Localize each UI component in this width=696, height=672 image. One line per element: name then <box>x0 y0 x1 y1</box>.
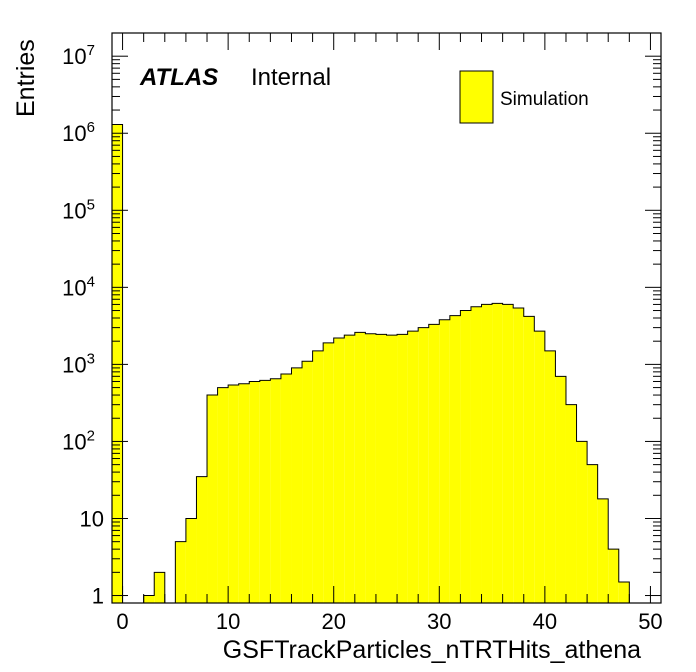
histogram-bar <box>513 307 524 603</box>
histogram-bar <box>291 367 303 603</box>
x-tick-labels: 0 10 20 30 40 50 <box>116 609 662 634</box>
histogram-bar <box>185 518 197 603</box>
histogram-bar <box>375 334 387 603</box>
legend-label: Simulation <box>500 89 589 110</box>
histogram-bar <box>576 441 588 603</box>
x-tick-label: 10 <box>216 609 240 634</box>
histogram-bar <box>259 380 271 603</box>
histogram-bar <box>587 464 598 603</box>
histogram-bar <box>196 476 208 603</box>
x-tick-label: 20 <box>321 609 345 634</box>
y-tick-label: 107 <box>62 42 95 69</box>
histogram-bar <box>534 331 545 603</box>
y-tick-labels: 1 10 102 103 104 105 106 107 <box>62 42 104 608</box>
histogram-bar <box>344 335 355 603</box>
histogram-bar <box>333 338 345 603</box>
histogram-bar <box>365 333 376 603</box>
histogram-bar <box>354 332 366 603</box>
x-tick-label: 50 <box>638 609 662 634</box>
histogram-bar <box>439 319 450 603</box>
y-tick-label: 105 <box>62 196 95 223</box>
histogram-bar <box>397 334 408 603</box>
histogram-bar <box>418 327 429 603</box>
histogram-bar <box>492 303 503 603</box>
histogram-bar <box>565 404 577 603</box>
histogram-bar <box>597 498 609 603</box>
y-tick-label: 10 <box>80 506 104 531</box>
histogram-bar <box>460 310 471 603</box>
histogram-bar <box>249 381 260 603</box>
histogram-bar <box>555 376 566 603</box>
legend-swatch <box>459 70 494 124</box>
histogram-bar <box>323 342 334 603</box>
histogram-bar <box>238 383 250 603</box>
internal-label: Internal <box>251 64 331 91</box>
histogram-bar <box>502 304 514 603</box>
histogram-bar <box>407 331 419 603</box>
legend: Simulation <box>459 70 589 124</box>
histogram-bar <box>544 350 556 603</box>
histogram-bar <box>618 581 630 603</box>
axis-ticks <box>112 32 661 603</box>
histogram-bars <box>112 124 630 603</box>
y-tick-label: 103 <box>62 350 95 377</box>
y-tick-label: 1 <box>92 584 104 609</box>
histogram-bar <box>470 306 482 603</box>
histogram-bar <box>523 316 535 603</box>
histogram-bar <box>154 572 165 603</box>
atlas-label: ATLAS <box>139 64 218 91</box>
histogram-bar <box>428 324 440 603</box>
x-tick-label: 30 <box>427 609 451 634</box>
histogram-bar <box>270 378 281 603</box>
histogram-bar <box>481 304 493 603</box>
histogram-bar <box>312 350 324 603</box>
y-axis-title: Entries <box>12 39 40 117</box>
histogram-bar <box>228 385 239 603</box>
y-tick-label: 106 <box>62 119 95 146</box>
histogram-bar <box>449 315 461 603</box>
histogram-bar <box>302 361 313 603</box>
histogram-bar <box>143 595 155 603</box>
histogram-bar <box>608 549 619 603</box>
histogram-bar <box>175 541 186 603</box>
x-axis-title: GSFTrackParticles_nTRTHits_athena <box>223 636 641 664</box>
x-tick-label: 0 <box>116 609 128 634</box>
histogram-bar <box>207 395 218 603</box>
histogram-bar <box>217 387 229 603</box>
histogram-bar <box>386 335 398 603</box>
histogram-bar <box>112 124 123 603</box>
y-tick-label: 104 <box>62 273 95 300</box>
y-tick-label: 102 <box>62 427 95 454</box>
x-tick-label: 40 <box>533 609 557 634</box>
histogram-bar <box>280 374 292 603</box>
